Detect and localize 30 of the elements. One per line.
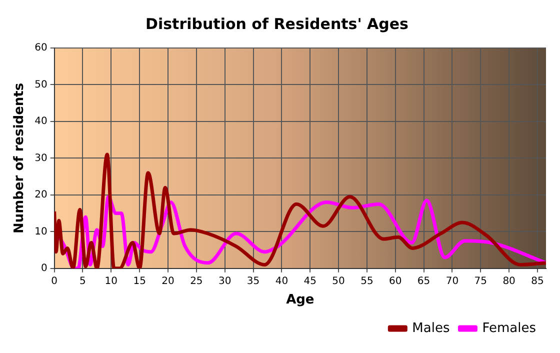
x-tick-label: 35 <box>246 276 260 287</box>
y-tick-label: 10 <box>34 226 48 238</box>
x-tick-label: 0 <box>51 276 58 287</box>
x-axis-title: Age <box>286 292 314 308</box>
x-tick-label: 50 <box>332 276 345 287</box>
x-tick-label: 5 <box>80 276 86 287</box>
legend-label: Males <box>412 320 450 336</box>
x-tick-label: 75 <box>474 276 487 287</box>
x-tick-label: 30 <box>218 276 232 287</box>
x-tick-label: 85 <box>531 276 544 287</box>
y-axis-title: Number of residents <box>12 82 28 234</box>
y-tick-label: 0 <box>40 262 48 274</box>
x-tick-label: 65 <box>417 276 430 287</box>
x-tick-label: 10 <box>104 276 118 287</box>
chart-title: Distribution of Residents' Ages <box>146 14 409 33</box>
x-tick-label: 70 <box>446 276 459 287</box>
x-tick-label: 60 <box>389 276 402 287</box>
x-tick-label: 80 <box>502 276 516 287</box>
y-tick-label: 20 <box>34 190 48 201</box>
x-tick-label: 55 <box>360 276 374 287</box>
y-tick-label: 40 <box>34 116 48 128</box>
y-tick-label: 50 <box>34 79 48 90</box>
x-tick-label: 15 <box>133 276 146 287</box>
x-tick-label: 25 <box>190 276 203 287</box>
y-tick-label: 30 <box>34 152 48 164</box>
x-tick-label: 45 <box>304 276 316 287</box>
y-tick-label: 60 <box>34 42 48 54</box>
legend-label: Females <box>482 320 536 336</box>
x-tick-label: 20 <box>162 276 174 287</box>
x-tick-label: 40 <box>275 276 288 287</box>
